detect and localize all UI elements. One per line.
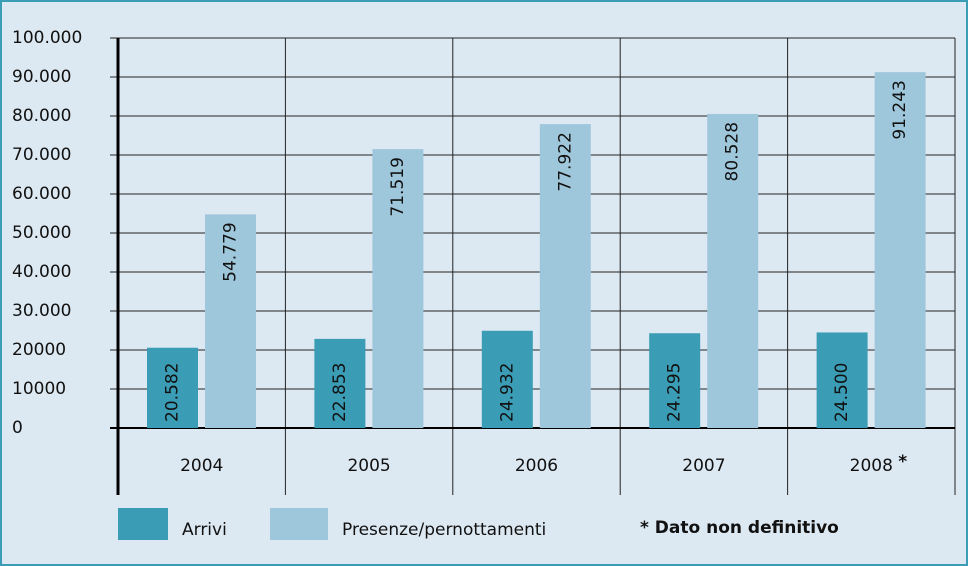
value-label: 91.243 bbox=[890, 80, 910, 139]
y-tick-label: 30.000 bbox=[12, 301, 71, 321]
value-label: 77.922 bbox=[555, 132, 575, 191]
bar bbox=[372, 149, 424, 428]
y-tick-label: 100.000 bbox=[12, 28, 82, 48]
value-label: 24.500 bbox=[832, 363, 852, 422]
bar bbox=[874, 72, 926, 429]
y-tick-label: 80.000 bbox=[12, 106, 71, 126]
bar bbox=[539, 124, 591, 429]
y-tick-label: 40.000 bbox=[12, 262, 71, 282]
value-label: 22.853 bbox=[330, 363, 350, 422]
y-tick-label: 60.000 bbox=[12, 184, 71, 204]
bar bbox=[707, 113, 759, 429]
footnote: * Dato non definitivo bbox=[640, 518, 839, 538]
bar bbox=[205, 214, 256, 428]
y-tick-label: 90.000 bbox=[12, 67, 71, 87]
value-label: 20.582 bbox=[163, 363, 183, 422]
value-label: 54.779 bbox=[221, 222, 241, 281]
bar bbox=[314, 338, 366, 428]
value-label: 24.932 bbox=[497, 363, 517, 422]
y-tick-label: 50.000 bbox=[12, 223, 71, 243]
x-tick-label: 2008 bbox=[850, 456, 893, 476]
bar bbox=[481, 330, 533, 428]
y-tick-label: 70.000 bbox=[12, 145, 71, 165]
x-tick-label: 2005 bbox=[347, 456, 390, 476]
y-tick-label: 0 bbox=[12, 418, 23, 438]
y-tick-label: 10000 bbox=[12, 379, 66, 399]
legend-swatch bbox=[270, 508, 328, 540]
value-label: 71.519 bbox=[388, 157, 408, 216]
y-tick-label: 20000 bbox=[12, 340, 66, 360]
value-label: 80.528 bbox=[723, 122, 743, 181]
legend-swatch bbox=[118, 508, 168, 540]
value-label: 24.295 bbox=[665, 363, 685, 422]
x-tick-label: 2006 bbox=[515, 456, 558, 476]
category-note: * bbox=[898, 452, 907, 472]
bar bbox=[816, 332, 868, 428]
legend-label: Arrivi bbox=[182, 520, 227, 540]
x-tick-label: 2007 bbox=[682, 456, 725, 476]
bar bbox=[147, 347, 198, 428]
x-tick-label: 2004 bbox=[180, 456, 223, 476]
legend-label: Presenze/pernottamenti bbox=[342, 520, 546, 540]
bar bbox=[649, 333, 701, 428]
